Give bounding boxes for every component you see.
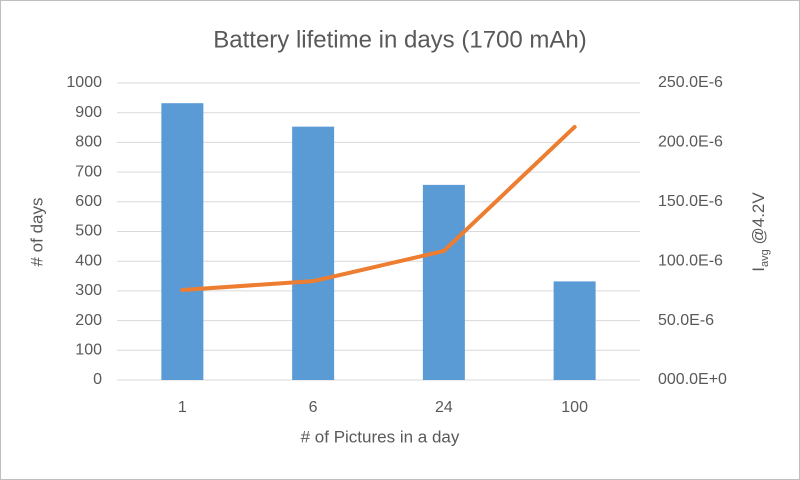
y2-tick-label: 000.0E+0 — [658, 371, 727, 388]
y-tick-label: 800 — [75, 134, 102, 151]
y2-tick-label: 250.0E-6 — [658, 74, 723, 91]
x-tick-label: 24 — [435, 399, 453, 416]
y-tick-label: 100 — [75, 342, 102, 359]
bar — [161, 103, 204, 381]
y-tick-label: 0 — [93, 371, 102, 388]
y2-tick-label: 200.0E-6 — [658, 134, 723, 151]
y-axis-label: # of days — [27, 198, 46, 267]
y2-label-sub: avg — [759, 249, 771, 267]
bar — [292, 126, 335, 380]
chart-title: Battery lifetime in days (1700 mAh) — [213, 26, 587, 53]
y-tick-label: 600 — [75, 193, 102, 210]
line — [180, 124, 577, 292]
y-tick-label: 400 — [75, 252, 102, 269]
y2-tick-label: 100.0E-6 — [658, 252, 723, 269]
y2-tick-label: 50.0E-6 — [658, 312, 714, 329]
y-tick-label: 900 — [75, 104, 102, 121]
bar — [553, 281, 596, 380]
x-tick-label: 100 — [561, 399, 588, 416]
x-axis-label: # of Pictures in a day — [301, 427, 460, 446]
y2-tick-label: 150.0E-6 — [658, 193, 723, 210]
y2-label-rest: @4.2V — [749, 192, 768, 250]
bar — [422, 184, 465, 380]
x-tick-label: 6 — [309, 399, 318, 416]
y-tick-label: 200 — [75, 312, 102, 329]
y-tick-label: 500 — [75, 223, 102, 240]
y2-axis-label: Iavg @4.2V — [749, 192, 770, 272]
y-tick-label: 700 — [75, 163, 102, 180]
y2-label-main: I — [749, 267, 768, 272]
y-tick-label: 300 — [75, 282, 102, 299]
x-tick-label: 1 — [178, 399, 187, 416]
y-tick-label: 1000 — [66, 74, 102, 91]
